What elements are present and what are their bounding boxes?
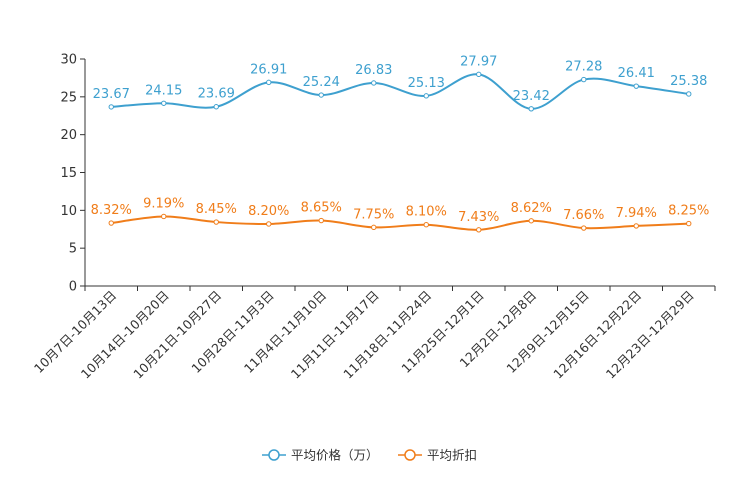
y-tick-label: 0: [69, 280, 77, 295]
data-label: 7.94%: [616, 206, 657, 221]
data-point[interactable]: [528, 106, 534, 112]
y-tick-label: 25: [60, 90, 77, 105]
series-line-1: [111, 215, 689, 231]
data-point[interactable]: [581, 225, 587, 231]
data-point[interactable]: [213, 219, 219, 225]
data-label: 24.15: [145, 83, 182, 98]
legend-label: 平均价格（万）: [291, 448, 379, 463]
data-label: 26.41: [618, 66, 655, 81]
data-label: 8.65%: [301, 201, 342, 216]
data-label: 7.43%: [458, 210, 499, 225]
data-label: 8.10%: [406, 205, 447, 220]
data-point[interactable]: [633, 83, 639, 89]
legend-item-0[interactable]: 平均价格（万）: [262, 448, 379, 463]
data-label: 9.19%: [143, 196, 184, 211]
data-point[interactable]: [633, 223, 639, 229]
y-tick-label: 10: [60, 204, 77, 219]
data-label: 23.42: [513, 89, 550, 104]
x-tick-label: 10月21日-10月27日: [130, 288, 224, 382]
data-point[interactable]: [266, 221, 272, 227]
x-tick-label: 10月14日-10月20日: [78, 288, 172, 382]
data-point[interactable]: [108, 220, 114, 226]
data-label: 26.83: [355, 63, 392, 78]
y-tick-label: 5: [69, 242, 77, 257]
data-label: 8.20%: [248, 204, 289, 219]
x-tick-label: 11月18日-11月24日: [340, 288, 434, 382]
legend-label: 平均折扣: [427, 448, 477, 463]
data-labels: 23.67 24.15 23.69 26.91 25.24 26.83 25.13 27.97…: [91, 54, 710, 224]
data-label: 26.91: [250, 62, 287, 77]
y-tick-label: 15: [60, 166, 77, 181]
data-label: 23.67: [93, 87, 130, 102]
data-label: 27.28: [565, 60, 602, 75]
data-label: 8.25%: [668, 204, 709, 219]
data-point[interactable]: [423, 93, 429, 99]
data-point[interactable]: [371, 224, 377, 231]
data-point[interactable]: [318, 92, 324, 98]
data-point[interactable]: [686, 220, 692, 227]
data-point[interactable]: [423, 222, 429, 228]
x-tick-label: 12月16日-12月22日: [550, 288, 644, 382]
data-point[interactable]: [581, 76, 587, 83]
data-point[interactable]: [476, 71, 482, 78]
data-point[interactable]: [161, 100, 167, 106]
legend-marker-icon: [268, 449, 280, 461]
data-label: 25.13: [408, 76, 445, 91]
data-point[interactable]: [371, 80, 377, 86]
x-tick-label: 12月23日-12月29日: [603, 288, 697, 382]
data-label: 8.62%: [511, 201, 552, 216]
data-point[interactable]: [108, 104, 114, 110]
data-label: 23.69: [198, 87, 235, 102]
data-label: 7.75%: [353, 207, 394, 222]
data-point[interactable]: [528, 218, 534, 224]
data-point[interactable]: [161, 213, 167, 220]
series-lines: [108, 71, 692, 233]
legend[interactable]: 平均价格（万） 平均折扣: [262, 448, 477, 463]
data-point[interactable]: [318, 217, 324, 224]
data-point[interactable]: [213, 104, 219, 110]
y-tick-label: 30: [60, 53, 77, 68]
data-point[interactable]: [476, 227, 482, 233]
y-tick-label: 20: [60, 128, 77, 143]
data-label: 7.66%: [563, 208, 604, 223]
data-point[interactable]: [266, 79, 272, 86]
data-label: 25.24: [303, 75, 340, 90]
data-label: 27.97: [460, 54, 497, 69]
legend-marker-icon: [404, 449, 416, 461]
x-tick-label: 11月11日-11月17日: [288, 288, 382, 382]
data-label: 25.38: [670, 74, 707, 89]
data-point[interactable]: [686, 91, 692, 97]
data-label: 8.32%: [91, 203, 132, 218]
data-label: 8.45%: [196, 202, 237, 217]
legend-item-1[interactable]: 平均折扣: [398, 448, 477, 463]
